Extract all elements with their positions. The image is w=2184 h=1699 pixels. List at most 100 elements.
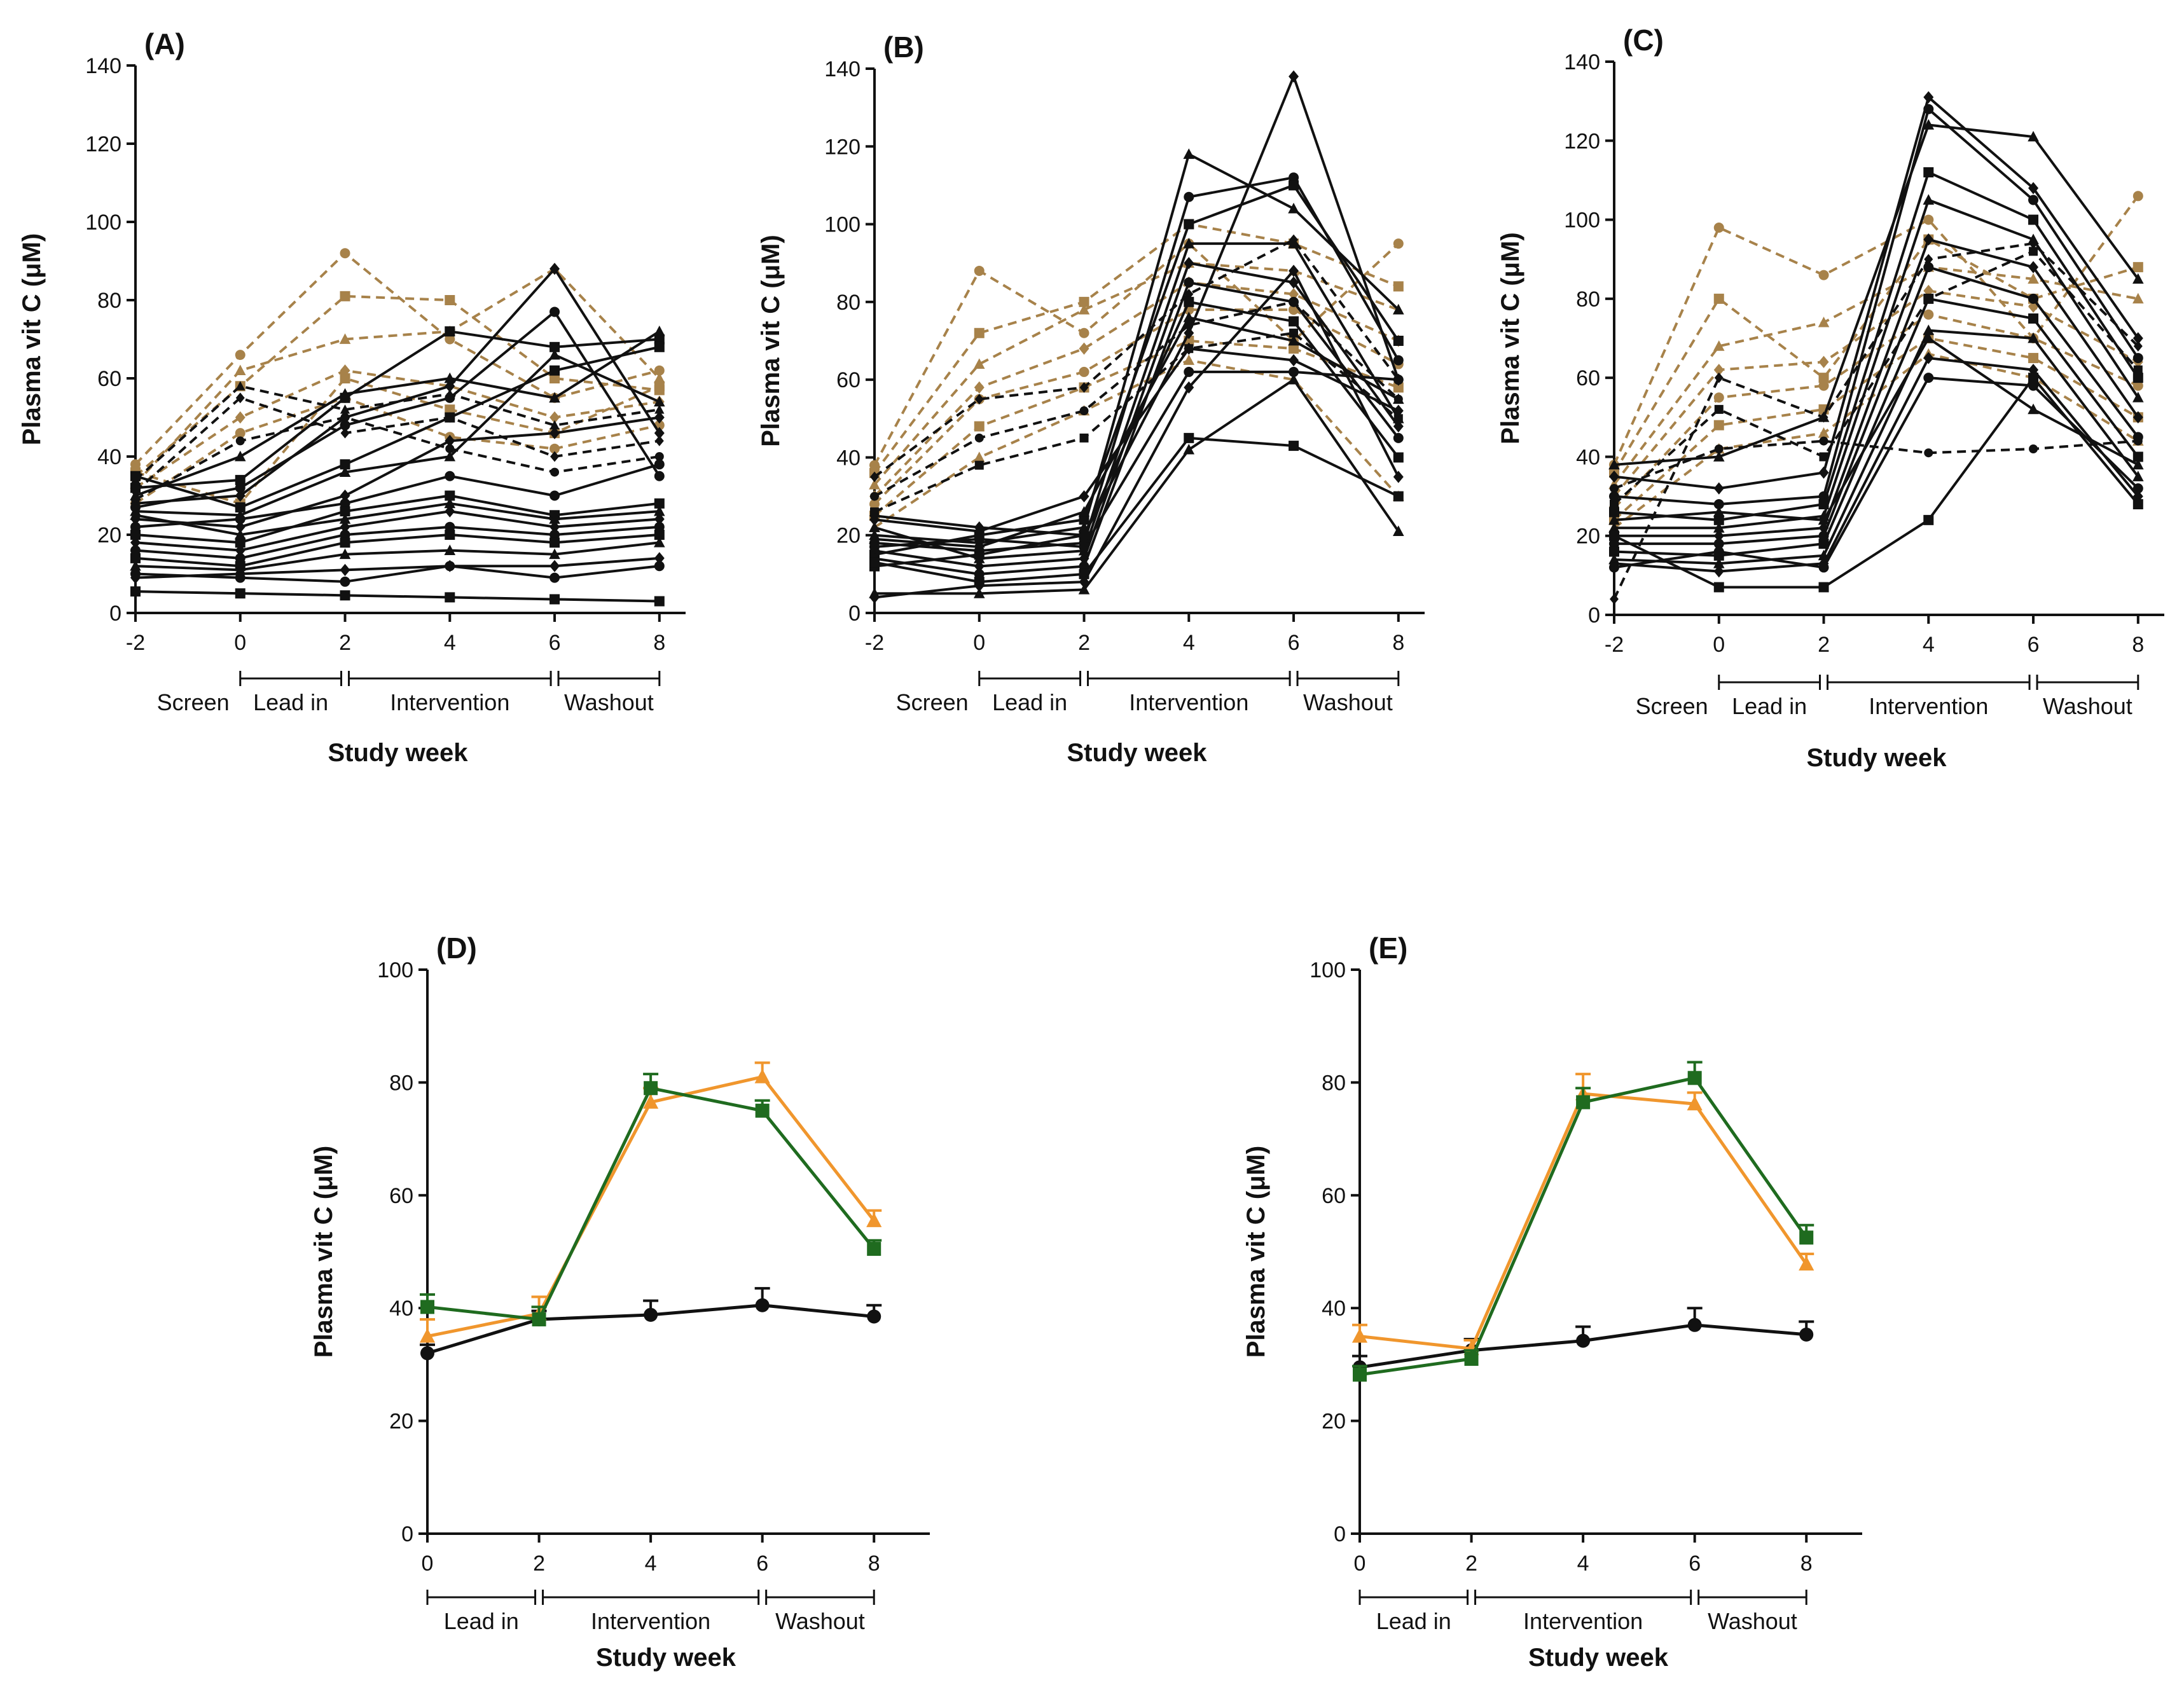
data-point (1819, 436, 1828, 446)
x-tick-label: 0 (422, 1551, 434, 1576)
data-point (1289, 70, 1299, 83)
data-point (340, 498, 350, 509)
data-point (1923, 293, 1934, 304)
data-point (2028, 332, 2039, 343)
series-line (874, 436, 1399, 584)
series-blk-17 (130, 586, 665, 607)
series-line (1614, 107, 2139, 506)
data-point (867, 1309, 881, 1324)
data-point (973, 358, 985, 369)
series-line (427, 1075, 876, 1338)
data-point (235, 553, 245, 563)
data-point (1713, 392, 1724, 403)
data-point (1713, 582, 1724, 593)
data-point (2132, 483, 2143, 494)
y-axis-title: Plasma vit C (μM) (1242, 1146, 1270, 1358)
data-point (654, 365, 665, 376)
y-tick-label: 0 (109, 602, 121, 626)
data-point (234, 364, 246, 376)
data-point (445, 490, 455, 501)
data-point (974, 533, 985, 544)
y-tick-label: 40 (1576, 445, 1600, 469)
data-point (444, 372, 456, 383)
data-point (1713, 223, 1724, 233)
series-line (427, 1086, 876, 1321)
data-point (654, 561, 665, 572)
data-point (654, 411, 665, 424)
series-line (1614, 238, 2139, 537)
data-point (974, 433, 984, 443)
data-point (1393, 336, 1404, 346)
data-point (654, 341, 665, 352)
series-tan-4 (869, 276, 1404, 503)
data-point (549, 411, 560, 424)
data-point (974, 579, 985, 592)
data-point (2029, 444, 2038, 453)
screen-label: Screen (1636, 693, 1708, 719)
panel-label: (A) (144, 27, 185, 60)
data-point (549, 560, 560, 572)
data-point (235, 381, 245, 390)
x-axis-title: Study week (1806, 744, 1947, 772)
series-line (874, 75, 1400, 537)
series-line (1613, 352, 2139, 529)
data-point (1184, 191, 1194, 202)
x-tick-label: 6 (549, 631, 561, 655)
series-line (134, 294, 660, 478)
data-point (549, 572, 560, 583)
data-point (2132, 273, 2144, 284)
data-point (235, 572, 245, 583)
series-blk-2 (130, 326, 665, 500)
phase-label: Intervention (1129, 689, 1248, 715)
data-point (1609, 530, 1619, 541)
data-point (869, 533, 880, 544)
phase-label: Intervention (591, 1608, 710, 1634)
x-tick-label: 8 (1392, 631, 1404, 655)
data-point (2132, 353, 2143, 364)
data-point (974, 525, 985, 538)
data-point (445, 521, 455, 532)
data-point (1609, 491, 1619, 502)
series-line (135, 310, 661, 509)
x-tick-label: -2 (1605, 633, 1624, 657)
data-point (1713, 420, 1724, 430)
data-point (1183, 312, 1195, 322)
series-line (135, 267, 661, 505)
y-tick-label: 20 (389, 1410, 413, 1434)
data-point (1818, 562, 1829, 573)
data-point (445, 530, 455, 540)
data-point (1289, 288, 1299, 301)
data-point (532, 1312, 546, 1326)
data-point (654, 521, 665, 532)
data-point (1818, 427, 1830, 438)
data-point (1184, 277, 1194, 288)
data-point (1288, 373, 1299, 385)
data-point (1923, 104, 1934, 114)
series-tan-5 (869, 305, 1404, 509)
data-point (1610, 593, 1619, 605)
series-blk-11 (1609, 373, 2143, 573)
data-point (1393, 281, 1404, 292)
data-point (2133, 365, 2143, 375)
data-point (130, 568, 141, 579)
data-point (1818, 316, 1830, 327)
series-line (1614, 123, 2139, 466)
series-line (873, 359, 1400, 529)
y-tick-label: 0 (1334, 1522, 1346, 1546)
series-line (135, 463, 660, 528)
data-point (235, 474, 245, 485)
panel-d: 0 20 40 60 80 100 0 2 4 6 8 (D) Plasma vit C (μM) Stu… (310, 932, 930, 1672)
series-blk-7 (130, 411, 665, 533)
series-line (134, 396, 660, 493)
data-point (445, 505, 455, 518)
series-blk-7 (1609, 262, 2143, 549)
y-tick-label: 140 (1564, 50, 1600, 74)
data-point (1184, 381, 1194, 394)
phase-label: Washout (1708, 1608, 1797, 1634)
data-point (2132, 373, 2143, 383)
series-blk-d1 (870, 234, 1403, 483)
x-tick-label: 8 (653, 631, 665, 655)
